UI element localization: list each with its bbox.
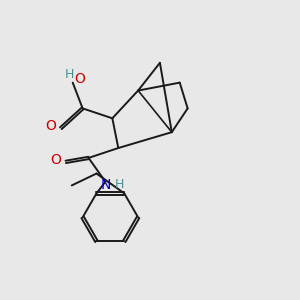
Text: H: H <box>65 68 74 81</box>
Text: O: O <box>46 119 56 133</box>
Text: O: O <box>74 72 85 86</box>
Text: N: N <box>100 178 111 192</box>
Text: O: O <box>50 153 61 167</box>
Text: H: H <box>115 178 124 191</box>
